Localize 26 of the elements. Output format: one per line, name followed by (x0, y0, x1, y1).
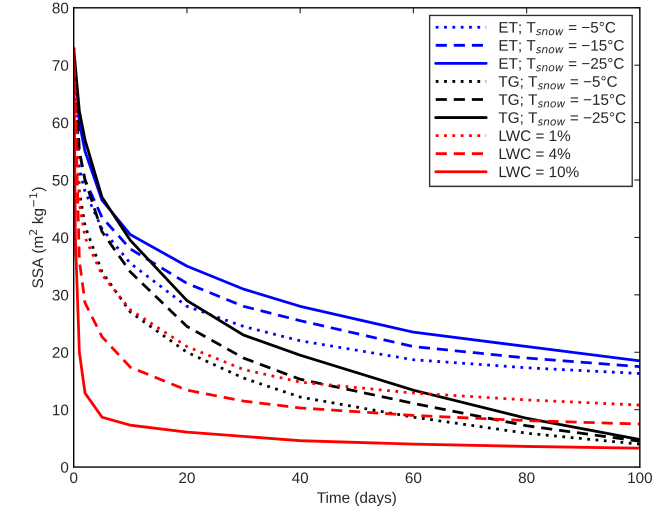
y-tick-label: 50 (52, 174, 68, 186)
legend-label: ET; T$_{snow}$ = −25°C (500, 58, 624, 72)
y-axis-title: SSA (m$^{2}$ kg$^{−1}$) (29, 188, 46, 288)
legend-label: LWC = 1% (500, 130, 570, 142)
x-tick-label: 60 (406, 472, 422, 484)
x-tick-label: 0 (70, 472, 78, 484)
y-tick-label: 20 (52, 347, 68, 358)
legend-label: ET; T$_{snow}$ = −5°C (500, 22, 616, 36)
x-tick-label: 40 (292, 472, 308, 484)
x-axis-title: Time (days) (317, 492, 396, 506)
legend-label: TG; T$_{snow}$ = −5°C (498, 76, 618, 90)
x-tick-label: 80 (518, 472, 535, 484)
y-tick-label: 70 (52, 60, 68, 71)
legend-label: LWC = 4% (500, 148, 570, 160)
legend-label: LWC = 10% (500, 166, 579, 178)
x-tick-label: 20 (179, 472, 195, 484)
y-tick-label: 60 (52, 117, 68, 128)
y-tick-label: 40 (52, 232, 68, 244)
y-tick-label: 0 (60, 462, 68, 473)
x-tick-label: 100 (628, 472, 652, 484)
y-tick-label: 10 (53, 404, 68, 416)
y-tick-label: 80 (52, 2, 68, 14)
legend-label: TG; T$_{snow}$ = −15°C (498, 94, 626, 108)
y-tick-label: 30 (52, 290, 68, 301)
legend-label: ET; T$_{snow}$ = −15°C (500, 40, 624, 54)
legend-label: TG; T$_{snow}$ = −25°C (498, 112, 626, 126)
